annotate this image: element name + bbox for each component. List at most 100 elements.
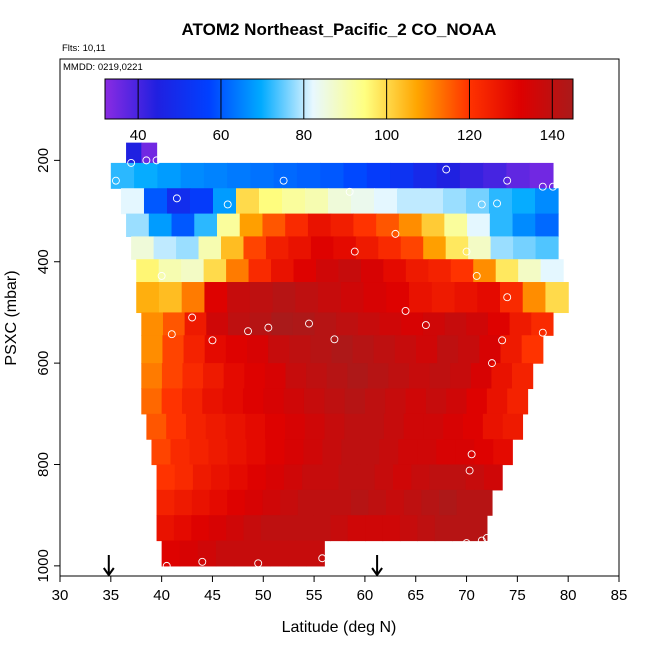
heatmap-cell: [250, 162, 275, 189]
heatmap-cell: [247, 464, 267, 491]
heatmap-cell: [285, 213, 309, 238]
heatmap-cell: [413, 162, 438, 189]
heatmap-cell: [153, 236, 177, 260]
heatmap-cell: [403, 489, 422, 516]
heatmap-cell: [394, 335, 417, 364]
colorbar-tick-label: 120: [457, 127, 482, 144]
heatmap-cell: [367, 363, 390, 390]
heatmap-cell: [217, 213, 241, 238]
heatmap-cell: [466, 188, 490, 215]
heatmap-cell: [338, 464, 358, 491]
sample-point: [421, 321, 430, 330]
heatmap-cell: [341, 439, 361, 466]
mmdd-label: MMDD: 0219,0221: [63, 62, 143, 73]
sample-point: [467, 450, 476, 459]
heatmap-cell: [315, 489, 334, 516]
heatmap-cell: [466, 388, 488, 415]
heatmap-cell: [233, 540, 253, 567]
sample-point: [548, 182, 557, 191]
heatmap-cell: [344, 413, 365, 440]
heatmap-cell: [278, 515, 297, 542]
heatmap-cell: [221, 236, 245, 260]
heatmap-cell: [265, 413, 286, 440]
heatmap-cell: [141, 363, 163, 390]
heatmap-cell: [303, 388, 325, 415]
heatmap-cell: [249, 312, 272, 336]
heatmap-cell: [263, 388, 285, 415]
sample-point: [538, 328, 547, 337]
sample-point: [157, 271, 166, 280]
heatmap-cell: [288, 540, 307, 567]
x-tick-label: 30: [52, 587, 69, 604]
sample-point: [350, 247, 359, 256]
heatmap-cell: [436, 439, 456, 466]
heatmap-cell: [304, 188, 329, 215]
heatmap-cell: [146, 413, 167, 440]
heatmap-cell: [283, 388, 305, 415]
heatmap-cell: [270, 540, 289, 567]
heatmap-cell: [151, 439, 172, 466]
heatmap-cell: [459, 162, 484, 189]
sample-point: [538, 182, 547, 191]
heatmap-cell: [197, 540, 217, 567]
heatmap-cell: [162, 335, 185, 364]
colorbar-tick-label: 60: [213, 127, 230, 144]
heatmap-cell: [181, 259, 205, 283]
heatmap-cell: [268, 335, 290, 364]
heatmap-cell: [283, 464, 303, 491]
heatmap-cell: [284, 413, 306, 440]
heatmap-cell: [171, 213, 195, 238]
heatmap-cell: [242, 388, 264, 415]
heatmap-cell: [450, 363, 472, 390]
sample-point: [264, 323, 273, 332]
sample-point: [465, 466, 474, 475]
sample-point: [493, 199, 501, 208]
heatmap-cell: [411, 464, 430, 491]
heatmap-cell: [227, 489, 246, 516]
heatmap-cell: [156, 489, 175, 516]
heatmap-cell: [204, 335, 227, 364]
sample-point: [244, 327, 252, 336]
heatmap-cell: [333, 489, 352, 516]
heatmap-cell: [265, 236, 290, 260]
y-tick-label: 200: [35, 148, 52, 173]
sample-point: [318, 554, 327, 563]
heatmap-cell: [157, 162, 182, 189]
heatmap-cell: [248, 259, 272, 283]
heatmap-cell: [463, 413, 484, 440]
heatmap-cell: [222, 388, 244, 415]
heatmap-cell: [245, 413, 266, 440]
sample-point: [488, 359, 496, 368]
heatmap-cell: [226, 259, 250, 283]
heatmap-cell: [535, 188, 559, 215]
heatmap-cell: [264, 363, 287, 390]
heatmap-cells: [110, 142, 569, 567]
x-tick-label: 80: [560, 587, 577, 604]
heatmap-cell: [340, 282, 365, 314]
heatmap-cell: [507, 388, 529, 415]
heatmap-cell: [373, 335, 396, 364]
y-tick-label: 1000: [35, 549, 52, 582]
heatmap-cell: [483, 162, 507, 189]
heatmap-cell: [506, 162, 531, 189]
heatmap-cell: [474, 439, 494, 466]
colorbar-gradient: [104, 78, 574, 120]
x-tick-label: 70: [458, 587, 475, 604]
flights-label: Flts: 10,11: [62, 43, 106, 54]
heatmap-cell: [374, 464, 394, 491]
heatmap-cell: [495, 259, 519, 283]
heatmap-cell: [330, 515, 349, 542]
sample-point: [391, 229, 400, 238]
heatmap-cell: [327, 188, 352, 215]
heatmap-cell: [158, 282, 183, 314]
heatmap-cell: [454, 282, 478, 314]
heatmap-cell: [161, 388, 183, 415]
sample-point: [462, 539, 471, 548]
heatmap-cell: [293, 259, 317, 283]
heatmap-cell: [347, 515, 366, 542]
sample-point: [167, 330, 176, 339]
heatmap-cell: [212, 188, 237, 215]
heatmap-cell: [314, 312, 337, 336]
sample-point: [482, 534, 491, 542]
x-tick-label: 65: [407, 587, 424, 604]
